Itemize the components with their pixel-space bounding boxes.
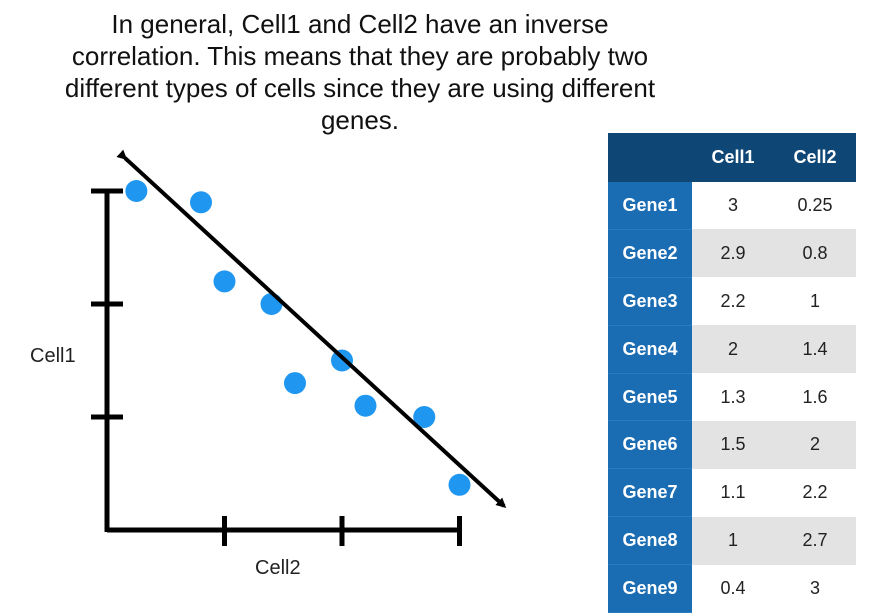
gene-label: Gene3 — [608, 277, 692, 326]
table-cell: 1 — [809, 290, 820, 311]
table-cell: 2 — [774, 420, 856, 469]
table-cell: 2.7 — [774, 516, 856, 565]
table-row: Gene5 1.3 1.6 — [608, 373, 856, 422]
table-row: Gene2 2.9 0.8 — [608, 229, 856, 278]
table-cell: 1.6 — [802, 386, 828, 407]
table-cell: 3 — [809, 578, 820, 599]
table-row: Gene6 1.5 2 — [608, 420, 856, 470]
table-cell: 1.5 — [692, 420, 774, 469]
data-point-gene9 — [448, 473, 471, 496]
table-cell: 2.2 — [720, 290, 746, 311]
table-cell: 0.25 — [797, 195, 833, 216]
data-table: Cell1 Cell2 Gene1 3 0.25 Gene2 2.9 0.8 Gene3 2.2… — [608, 133, 856, 614]
table-cell: 1.4 — [774, 325, 856, 374]
table-row: Gene9 0.4 3 — [608, 564, 856, 614]
data-point-gene3 — [213, 270, 236, 293]
table-cell: 3 — [727, 195, 738, 216]
gene-label: Gene9 — [608, 564, 692, 614]
table-cell: 0.4 — [720, 578, 746, 599]
gene-label: Gene2 — [608, 229, 692, 278]
data-point-gene7 — [354, 394, 377, 417]
table-row: Gene1 3 0.25 — [608, 182, 856, 230]
table-cell: 1 — [692, 516, 774, 565]
column-header — [608, 133, 692, 182]
x-axis-label: Cell2 — [255, 557, 301, 579]
table-cell: 0.8 — [774, 229, 856, 278]
gene-label: Gene7 — [608, 468, 692, 518]
table-cell: 2.2 — [802, 482, 828, 503]
y-axis-label: Cell1 — [30, 345, 76, 367]
trend-line — [116, 149, 507, 509]
table-row: Gene4 2 1.4 — [608, 325, 856, 374]
table-row: Gene8 1 2.7 — [608, 516, 856, 566]
column-header: Cell2 — [774, 133, 856, 182]
data-point-gene4 — [260, 293, 283, 315]
gene-label: Gene6 — [608, 420, 692, 470]
gene-label: Gene5 — [608, 373, 692, 422]
table-cell: 1.1 — [720, 482, 746, 503]
table-cell: 2 — [692, 325, 774, 374]
gene-label: Gene1 — [608, 182, 692, 230]
table-cell: 1.3 — [720, 386, 746, 407]
table-row: Gene7 1.1 2.2 — [608, 468, 856, 518]
data-point-gene5 — [284, 372, 306, 395]
table-row: Gene3 2.2 1 — [608, 277, 856, 326]
gene-label: Gene8 — [608, 516, 692, 566]
table-cell: 2.9 — [692, 229, 774, 278]
data-point-gene2 — [190, 191, 212, 214]
caption: In general, Cell1 and Cell2 have an inve… — [64, 9, 656, 135]
gene-label: Gene4 — [608, 325, 692, 374]
data-point-gene1 — [125, 180, 148, 202]
column-header: Cell1 — [692, 133, 774, 182]
